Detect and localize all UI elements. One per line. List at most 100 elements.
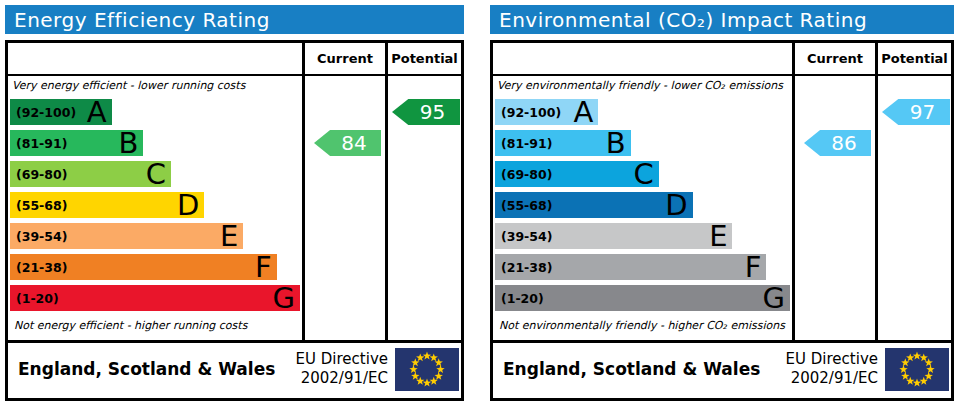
band-range-label: (69-80): [495, 167, 552, 182]
eu-directive-line2: 2002/91/EC: [301, 369, 388, 387]
current-column: Current 86: [792, 43, 875, 340]
band-letter: D: [177, 192, 204, 218]
panel-footer: England, Scotland & Wales EU Directive 2…: [8, 340, 461, 395]
band-range-label: (81-91): [10, 136, 67, 151]
band-letter: C: [633, 161, 658, 187]
potential-column-header: Potential: [878, 43, 951, 76]
band-row-d: (55-68) D: [495, 192, 790, 223]
band-range-label: (92-100): [10, 105, 76, 120]
current-column-header: Current: [305, 43, 385, 76]
band-c: (69-80) C: [495, 161, 659, 187]
band-row-g: (1-20) G: [495, 285, 790, 316]
band-e: (39-54) E: [495, 223, 732, 249]
chart-header-spacer: [493, 43, 792, 76]
band-range-label: (1-20): [10, 291, 59, 306]
band-range-label: (81-91): [495, 136, 552, 151]
potential-rating-arrow: 97: [882, 99, 950, 125]
band-row-d: (55-68) D: [10, 192, 300, 223]
potential-column-body: 97: [878, 76, 951, 340]
band-range-label: (39-54): [10, 229, 67, 244]
band-range-label: (55-68): [10, 198, 67, 213]
band-letter: F: [745, 254, 767, 280]
band-row-c: (69-80) C: [495, 161, 790, 192]
band-range-label: (92-100): [495, 105, 561, 120]
band-letter: A: [87, 99, 112, 125]
band-letter: F: [255, 254, 277, 280]
eu-directive-line1: EU Directive: [296, 350, 388, 368]
band-range-label: (39-54): [495, 229, 552, 244]
region-label: England, Scotland & Wales: [8, 359, 296, 379]
band-d: (55-68) D: [10, 192, 204, 218]
band-range-label: (21-38): [495, 260, 552, 275]
band-letter: A: [573, 99, 598, 125]
current-column: Current 84: [302, 43, 385, 340]
band-range-label: (21-38): [10, 260, 67, 275]
band-b: (81-91) B: [495, 130, 631, 156]
potential-column: Potential 95: [385, 43, 461, 340]
band-chart-column: Very energy efficient - lower running co…: [8, 43, 302, 340]
environmental-impact-panel: Environmental (CO₂) Impact Rating Very e…: [490, 5, 954, 401]
eu-flag-icon: [395, 348, 459, 391]
band-letter: B: [606, 130, 631, 156]
eu-directive-label: EU Directive 2002/91/EC: [786, 350, 878, 389]
band-letter: G: [273, 285, 300, 311]
panel-title: Environmental (CO₂) Impact Rating: [490, 5, 954, 34]
band-range-label: (1-20): [495, 291, 544, 306]
band-a: (92-100) A: [495, 99, 598, 125]
eu-directive-label: EU Directive 2002/91/EC: [296, 350, 388, 389]
eu-flag-icon: [885, 348, 949, 391]
eu-directive-line1: EU Directive: [786, 350, 878, 368]
top-caption: Very environmentally friendly - lower CO…: [495, 78, 790, 96]
band-chart-column: Very environmentally friendly - lower CO…: [493, 43, 792, 340]
current-rating-arrow: 86: [804, 130, 871, 156]
current-column-header: Current: [795, 43, 875, 76]
eu-directive-line2: 2002/91/EC: [791, 369, 878, 387]
band-chart-body: Very energy efficient - lower running co…: [8, 76, 302, 340]
rating-table: Very environmentally friendly - lower CO…: [493, 43, 951, 340]
band-g: (1-20) G: [10, 285, 300, 311]
band-letter: E: [709, 223, 732, 249]
band-f: (21-38) F: [10, 254, 277, 280]
panel-title: Energy Efficiency Rating: [5, 5, 464, 34]
band-g: (1-20) G: [495, 285, 790, 311]
panel-footer: England, Scotland & Wales EU Directive 2…: [493, 340, 951, 395]
band-range-label: (55-68): [495, 198, 552, 213]
band-letter: D: [665, 192, 692, 218]
rating-bands: (92-100) A (81-91) B (69-80) C (55-68) D (39-54)…: [495, 99, 790, 316]
band-letter: B: [118, 130, 143, 156]
rating-bands: (92-100) A (81-91) B (69-80) C (55-68) D (39-54)…: [10, 99, 300, 316]
bottom-caption: Not energy efficient - higher running co…: [12, 318, 247, 336]
current-rating-arrow: 84: [314, 130, 381, 156]
band-letter: E: [220, 223, 243, 249]
band-range-label: (69-80): [10, 167, 67, 182]
band-row-g: (1-20) G: [10, 285, 300, 316]
band-row-c: (69-80) C: [10, 161, 300, 192]
current-column-body: 84: [305, 76, 385, 340]
energy-rating-box: Very energy efficient - lower running co…: [5, 40, 464, 401]
potential-column-body: 95: [388, 76, 461, 340]
band-d: (55-68) D: [495, 192, 693, 218]
region-label: England, Scotland & Wales: [493, 359, 786, 379]
environmental-rating-box: Very environmentally friendly - lower CO…: [490, 40, 954, 401]
band-e: (39-54) E: [10, 223, 243, 249]
bottom-caption: Not environmentally friendly - higher CO…: [497, 318, 785, 336]
energy-efficiency-panel: Energy Efficiency Rating Very energy eff…: [5, 5, 464, 401]
band-row-a: (92-100) A: [495, 99, 790, 130]
band-row-f: (21-38) F: [495, 254, 790, 285]
current-column-body: 86: [795, 76, 875, 340]
potential-column-header: Potential: [388, 43, 461, 76]
band-row-a: (92-100) A: [10, 99, 300, 130]
band-row-f: (21-38) F: [10, 254, 300, 285]
band-b: (81-91) B: [10, 130, 143, 156]
band-c: (69-80) C: [10, 161, 171, 187]
band-f: (21-38) F: [495, 254, 766, 280]
potential-rating-arrow: 95: [392, 99, 460, 125]
rating-table: Very energy efficient - lower running co…: [8, 43, 461, 340]
epc-rating-charts: Energy Efficiency Rating Very energy eff…: [5, 5, 954, 401]
band-letter: G: [763, 285, 790, 311]
band-chart-body: Very environmentally friendly - lower CO…: [493, 76, 792, 340]
potential-column: Potential 97: [875, 43, 951, 340]
band-letter: C: [146, 161, 171, 187]
band-a: (92-100) A: [10, 99, 112, 125]
chart-header-spacer: [8, 43, 302, 76]
